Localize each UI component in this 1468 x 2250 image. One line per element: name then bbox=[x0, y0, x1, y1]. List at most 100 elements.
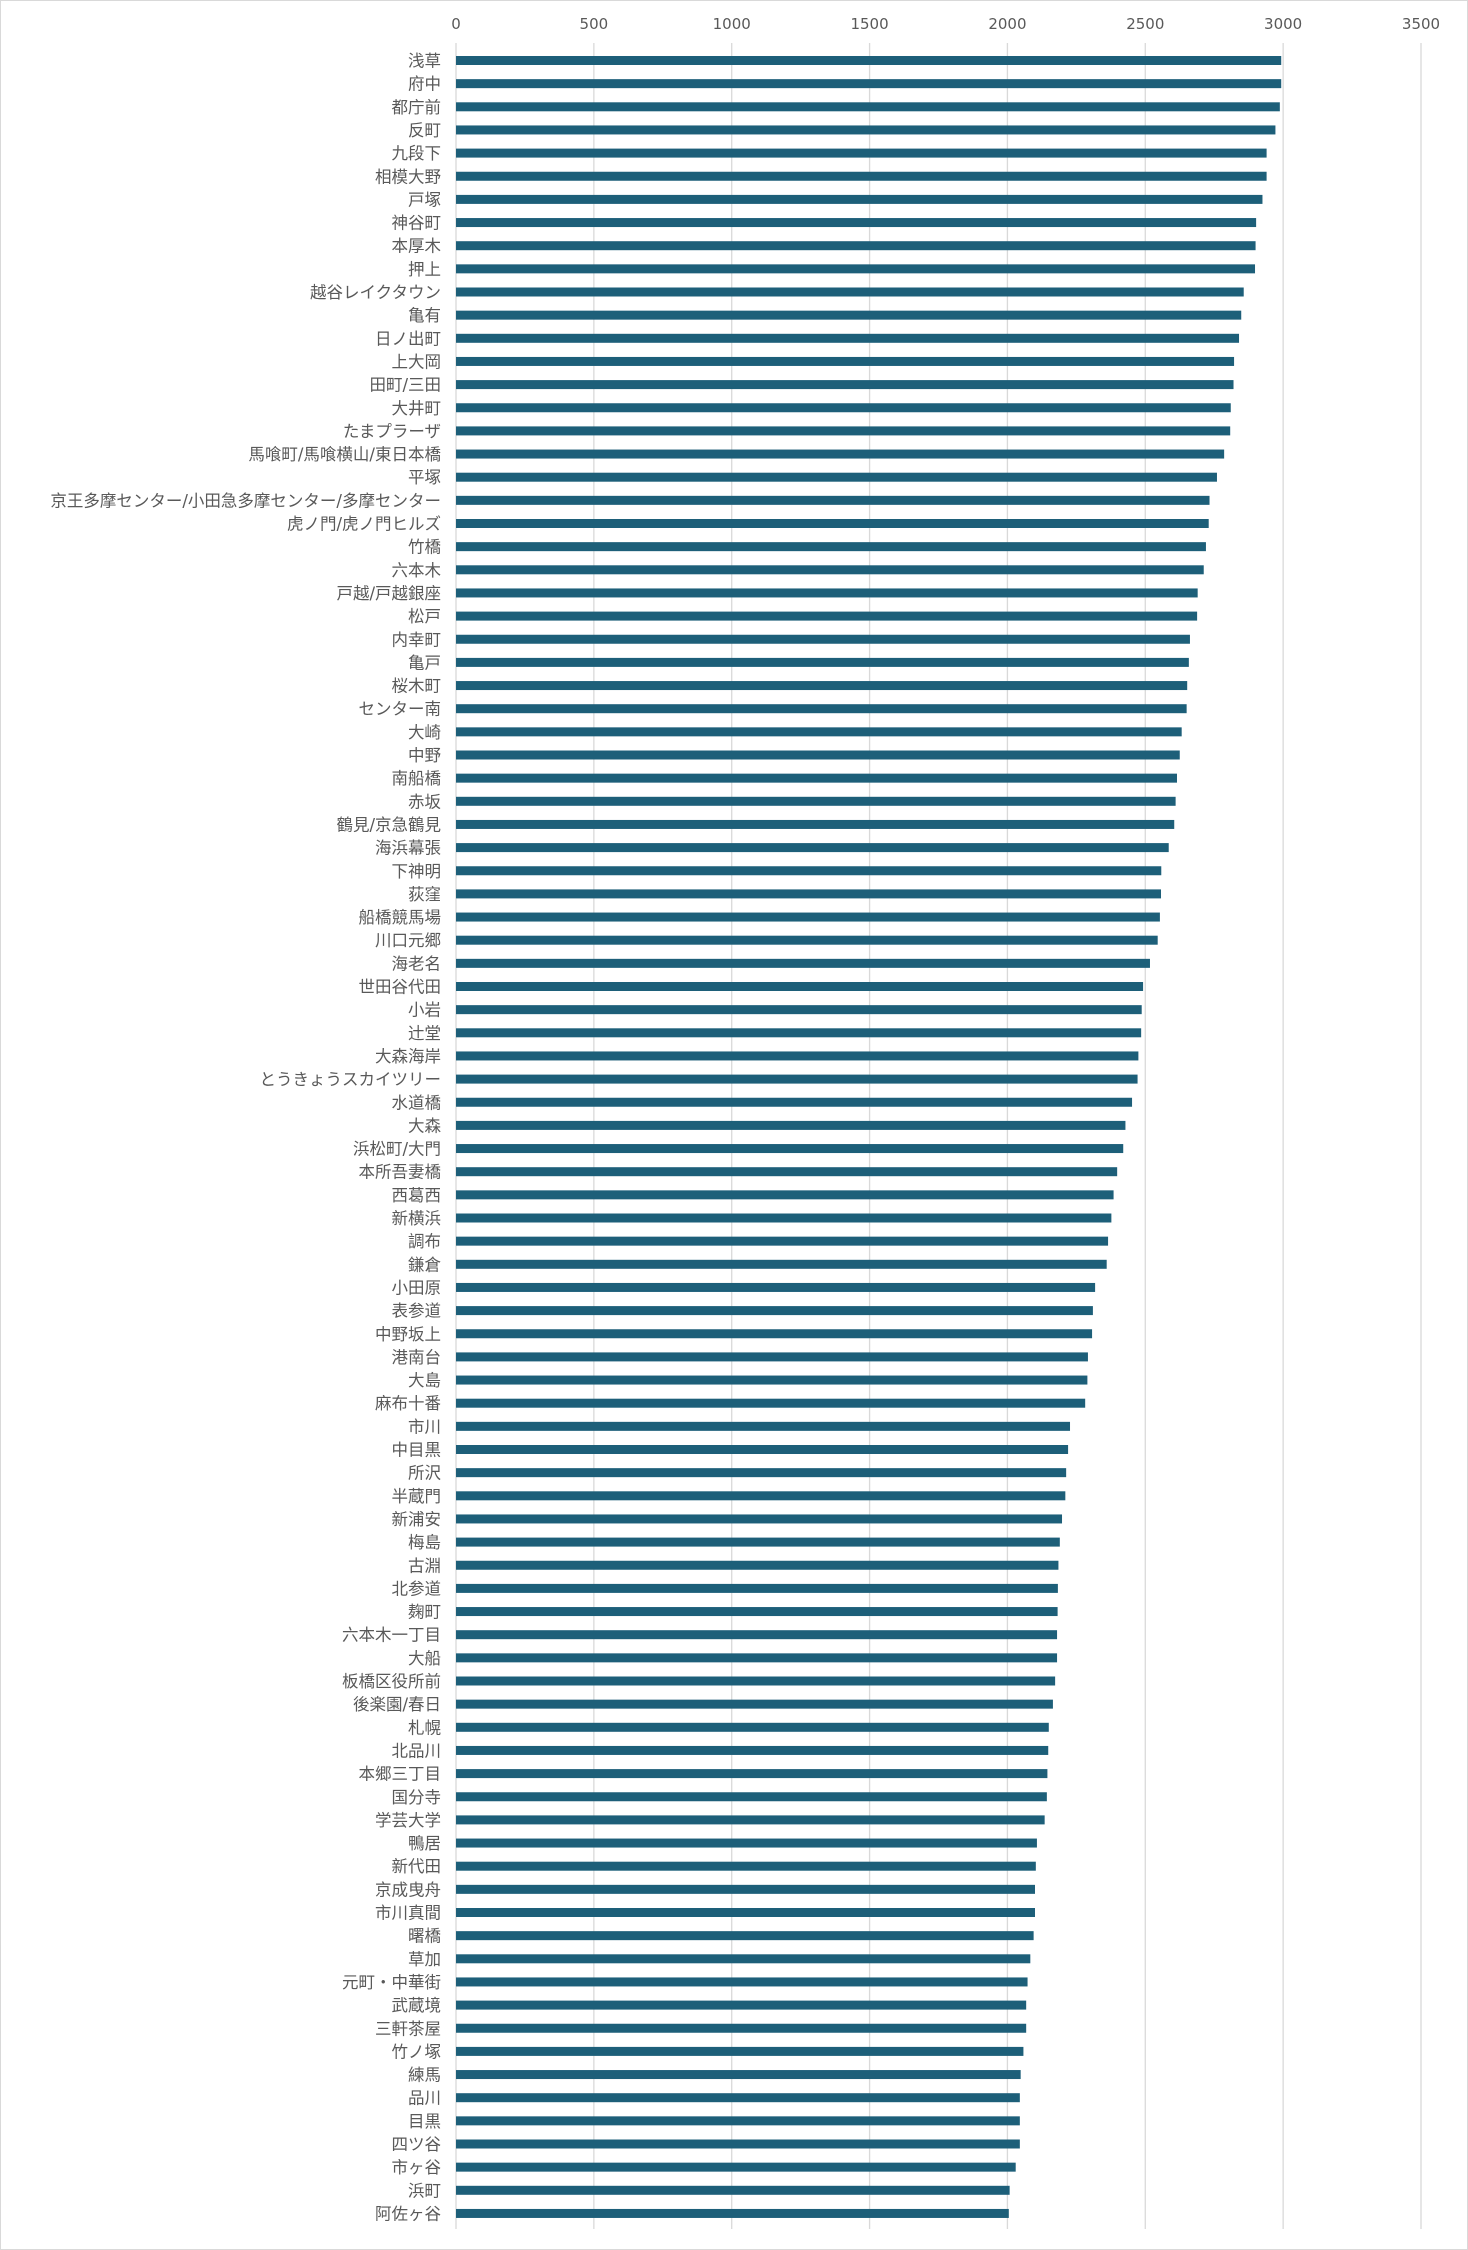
x-tick-label: 3500 bbox=[1402, 15, 1440, 33]
category-label: 中野 bbox=[408, 746, 441, 765]
category-label: 麹町 bbox=[408, 1603, 441, 1622]
category-label: 平塚 bbox=[408, 468, 441, 487]
bar-52 bbox=[456, 1259, 1107, 1269]
category-label: 所沢 bbox=[408, 1464, 442, 1483]
bar-41 bbox=[456, 1005, 1142, 1015]
category-label: 曙橋 bbox=[408, 1927, 442, 1946]
bar-74 bbox=[456, 1769, 1048, 1779]
bar-8 bbox=[456, 241, 1256, 251]
category-label: 大井町 bbox=[392, 399, 442, 418]
category-label: 市ヶ谷 bbox=[392, 2158, 442, 2177]
category-label: 本郷三丁目 bbox=[359, 1765, 442, 1784]
category-label: 下神明 bbox=[392, 862, 442, 881]
x-tick-label: 1000 bbox=[713, 15, 751, 33]
category-label: 世田谷代田 bbox=[359, 978, 442, 997]
bar-48 bbox=[456, 1167, 1118, 1177]
x-tick-label: 3000 bbox=[1264, 15, 1302, 33]
category-label: 日ノ出町 bbox=[375, 329, 441, 348]
category-label: 目黒 bbox=[408, 2112, 441, 2131]
bar-16 bbox=[456, 426, 1231, 436]
bar-55 bbox=[456, 1329, 1093, 1339]
category-label: 鎌倉 bbox=[408, 1255, 441, 1274]
bar-11 bbox=[456, 310, 1242, 320]
category-label: 亀有 bbox=[408, 306, 441, 325]
bar-33 bbox=[456, 819, 1175, 829]
bar-57 bbox=[456, 1375, 1088, 1385]
bar-46 bbox=[456, 1120, 1126, 1130]
bar-47 bbox=[456, 1144, 1124, 1154]
category-label: 新代田 bbox=[392, 1857, 442, 1876]
bar-76 bbox=[456, 1815, 1045, 1825]
bar-67 bbox=[456, 1607, 1058, 1617]
bar-53 bbox=[456, 1282, 1096, 1292]
bar-77 bbox=[456, 1838, 1037, 1848]
category-label: 市川 bbox=[408, 1417, 441, 1436]
bar-84 bbox=[456, 2000, 1027, 2010]
bar-14 bbox=[456, 380, 1234, 390]
bar-31 bbox=[456, 773, 1177, 783]
bar-9 bbox=[456, 264, 1256, 274]
bar-21 bbox=[456, 542, 1206, 552]
category-label: 竹ノ塚 bbox=[392, 2042, 442, 2061]
bar-5 bbox=[456, 171, 1267, 181]
bar-86 bbox=[456, 2046, 1024, 2056]
bar-18 bbox=[456, 472, 1217, 482]
category-label: 大森海岸 bbox=[375, 1047, 441, 1066]
x-tick-label: 2500 bbox=[1126, 15, 1164, 33]
bar-65 bbox=[456, 1560, 1059, 1570]
category-label: 鴨居 bbox=[408, 1834, 441, 1853]
category-label: とうきょうスカイツリー bbox=[260, 1070, 442, 1089]
category-label: 船橋競馬場 bbox=[359, 908, 442, 927]
category-label: 練馬 bbox=[408, 2066, 441, 2085]
x-tick-label: 2000 bbox=[988, 15, 1026, 33]
x-axis-tick-labels: 0 500 1000 1500 2000 2500 3000 3500 bbox=[451, 15, 1440, 33]
bar-89 bbox=[456, 2116, 1020, 2126]
bar-2 bbox=[456, 102, 1280, 112]
bar-22 bbox=[456, 565, 1204, 575]
bar-87 bbox=[456, 2070, 1021, 2080]
category-label: 府中 bbox=[408, 75, 441, 94]
category-label: 新浦安 bbox=[392, 1510, 442, 1529]
category-label: 小岩 bbox=[408, 1001, 441, 1020]
category-label: 大森 bbox=[408, 1116, 442, 1135]
bar-51 bbox=[456, 1236, 1109, 1246]
bar-42 bbox=[456, 1028, 1142, 1038]
category-label: 新横浜 bbox=[392, 1209, 442, 1228]
bar-10 bbox=[456, 287, 1244, 297]
gridlines bbox=[455, 43, 1422, 2229]
category-label: 上大岡 bbox=[392, 352, 442, 371]
bar-72 bbox=[456, 1722, 1049, 1732]
bar-54 bbox=[456, 1306, 1093, 1316]
bar-49 bbox=[456, 1190, 1114, 1200]
category-label: 後楽園/春日 bbox=[353, 1695, 441, 1714]
category-label: 大船 bbox=[408, 1649, 441, 1668]
category-label: 国分寺 bbox=[392, 1788, 442, 1807]
category-label: 元町・中華街 bbox=[342, 1973, 441, 1992]
category-label: 大島 bbox=[408, 1371, 441, 1390]
category-label: 桜木町 bbox=[392, 677, 442, 696]
category-label: 武蔵境 bbox=[392, 1996, 442, 2015]
category-label: 阿佐ヶ谷 bbox=[375, 2204, 441, 2223]
bar-26 bbox=[456, 657, 1189, 667]
bar-82 bbox=[456, 1954, 1031, 1964]
category-label: 四ツ谷 bbox=[392, 2135, 442, 2154]
category-label: 戸越/戸越銀座 bbox=[336, 584, 441, 603]
category-label: 川口元郷 bbox=[375, 931, 441, 950]
bar-44 bbox=[456, 1074, 1138, 1084]
bar-4 bbox=[456, 148, 1267, 158]
category-label: 神谷町 bbox=[392, 214, 442, 233]
category-label: 海老名 bbox=[392, 954, 442, 973]
category-label: 三軒茶屋 bbox=[375, 2019, 441, 2038]
bar-28 bbox=[456, 704, 1187, 714]
bar-15 bbox=[456, 403, 1231, 413]
category-label: 越谷レイクタウン bbox=[310, 283, 441, 302]
category-label: 水道橋 bbox=[392, 1093, 442, 1112]
bar-38 bbox=[456, 935, 1158, 945]
bar-0 bbox=[456, 56, 1282, 65]
category-label: 辻堂 bbox=[408, 1024, 441, 1043]
bar-79 bbox=[456, 1884, 1035, 1894]
category-label: 鶴見/京急鶴見 bbox=[336, 815, 441, 834]
category-label: 古淵 bbox=[408, 1556, 441, 1575]
category-label: 内幸町 bbox=[392, 630, 442, 649]
